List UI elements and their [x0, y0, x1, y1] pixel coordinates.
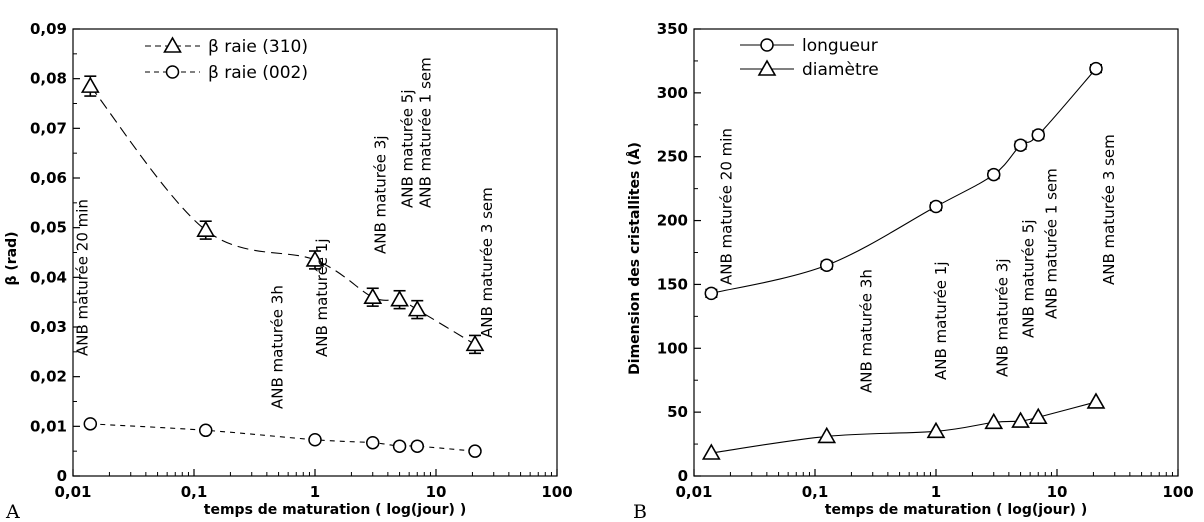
y-axis-title: Dimension des cristallites (Å): [626, 142, 643, 375]
sample-annotation: ANB maturée 3 sem: [1100, 134, 1118, 285]
x-tick-label: 0,01: [675, 483, 712, 501]
y-tick-label: 300: [657, 84, 688, 102]
y-tick-label: 0,02: [30, 368, 67, 386]
y-axis-title: β (rad): [4, 231, 20, 285]
data-point-triangle: [984, 412, 1004, 430]
sample-annotation: ANB maturée 20 min: [717, 128, 735, 285]
sample-annotation: ANB maturée 3j: [372, 135, 390, 254]
data-point-triangle: [1028, 407, 1048, 425]
sample-annotation: ANB maturée 1j: [313, 238, 331, 357]
legend-marker-triangle: [163, 36, 182, 53]
data-point-triangle: [196, 220, 216, 237]
panel-letter-b: B: [633, 501, 647, 522]
legend-label: β raie (002): [208, 63, 308, 83]
y-tick-label: 0: [678, 467, 688, 485]
y-tick-label: 0,08: [30, 70, 67, 88]
sample-annotation: ANB maturée 1 sem: [416, 57, 434, 208]
x-tick-label: 1: [931, 483, 941, 501]
legend-marker-circle: [165, 65, 180, 79]
x-tick-label: 10: [426, 483, 447, 501]
panel-letter-a: A: [5, 501, 20, 522]
x-tick-label: 0,1: [802, 483, 829, 501]
x-axis-title: temps de maturation ( log(jour) ): [204, 502, 466, 518]
data-point-circle: [392, 439, 407, 453]
y-tick-label: 0,05: [30, 219, 67, 237]
data-point-circle: [308, 432, 322, 447]
y-tick-label: 350: [657, 20, 688, 38]
sample-annotation: ANB maturée 1 sem: [1042, 168, 1060, 319]
data-point-circle: [365, 435, 380, 450]
legend-label: diamètre: [802, 60, 879, 80]
sample-annotation: ANB maturée 5j: [1020, 219, 1038, 338]
x-tick-label: 0,1: [181, 483, 208, 501]
data-point-circle: [468, 444, 482, 458]
x-tick-label: 1: [310, 483, 320, 501]
y-tick-label: 50: [667, 403, 688, 421]
data-point-circle: [410, 439, 425, 453]
y-tick-label: 100: [657, 339, 688, 357]
x-tick-label: 10: [1047, 483, 1068, 501]
data-point-circle: [1089, 61, 1103, 76]
x-tick-label: 0,01: [54, 483, 91, 501]
data-point-triangle: [305, 250, 325, 267]
y-tick-label: 0,06: [30, 169, 67, 187]
sample-annotation: ANB maturée 3h: [858, 269, 876, 393]
data-point-circle: [83, 417, 98, 431]
data-point-triangle: [926, 421, 946, 439]
x-axis-title: temps de maturation ( log(jour) ): [825, 502, 1087, 518]
data-point-circle: [929, 199, 943, 214]
series-line-2: [90, 423, 476, 452]
y-tick-label: 200: [657, 212, 688, 230]
y-tick-label: 0,07: [30, 119, 67, 137]
sample-annotation: ANB maturée 3h: [269, 285, 287, 409]
x-tick-label: 100: [1162, 483, 1193, 501]
data-point-triangle: [80, 76, 100, 93]
data-point-circle: [1013, 138, 1028, 152]
data-point-circle: [1031, 128, 1046, 142]
sample-annotation: ANB maturée 20 min: [73, 199, 91, 356]
data-point-triangle: [1086, 392, 1106, 409]
sample-annotation: ANB maturée 3 sem: [478, 187, 496, 338]
y-tick-label: 0: [57, 467, 67, 485]
series-line-1: [711, 68, 1097, 294]
y-tick-label: 150: [657, 275, 688, 293]
data-point-triangle: [817, 426, 837, 444]
data-point-circle: [986, 167, 1001, 182]
y-tick-label: 0,04: [30, 268, 67, 286]
y-tick-label: 250: [657, 148, 688, 166]
data-point-circle: [198, 423, 213, 438]
legend-label: β raie (310): [208, 37, 308, 57]
data-point-triangle: [701, 443, 721, 460]
data-point-triangle: [390, 290, 409, 307]
data-point-triangle: [1011, 411, 1030, 428]
y-tick-label: 0,09: [30, 20, 67, 38]
data-point-triangle: [407, 300, 427, 317]
chart-panel-a: 00,010,020,030,040,050,060,070,080,090,0…: [4, 20, 573, 518]
y-tick-label: 0,01: [30, 417, 67, 435]
sample-annotation: ANB maturée 1j: [932, 261, 950, 380]
legend-marker-triangle: [757, 59, 777, 76]
chart-panel-b: 0 50 100 150 200 250 300 350 0,01 0,1 1 10 100 temps …: [626, 20, 1194, 518]
data-point-triangle: [465, 334, 485, 352]
sample-annotation: ANB maturée 5j: [399, 89, 417, 208]
x-tick-label: 100: [541, 483, 572, 501]
data-point-triangle: [363, 287, 383, 305]
legend-marker-circle: [760, 38, 774, 52]
legend-label: longueur: [802, 36, 878, 56]
data-point-circle: [704, 286, 719, 301]
sample-annotation: ANB maturée 3j: [994, 258, 1012, 377]
y-tick-label: 0,03: [30, 318, 67, 336]
data-point-circle: [819, 258, 834, 273]
